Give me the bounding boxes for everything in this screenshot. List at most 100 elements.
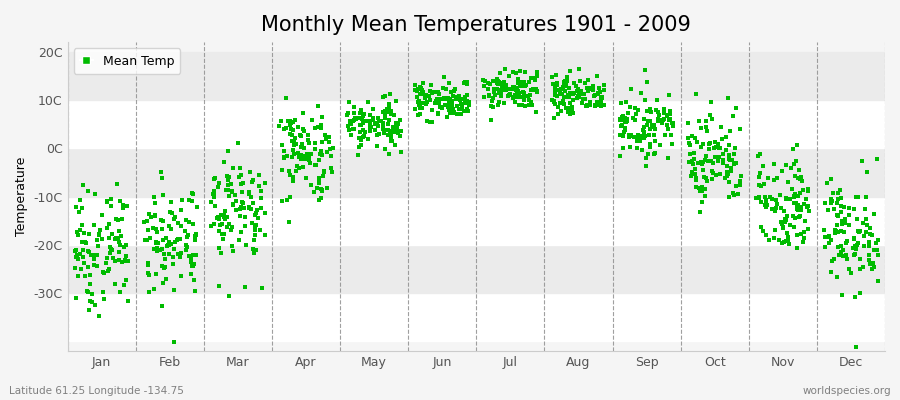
Point [80,288,94,294]
Point [77,230,92,236]
Point [432,91,446,97]
Point [312,157,327,163]
Point [235,199,249,206]
Point [112,288,127,295]
Point [69,229,84,236]
Point [87,252,102,258]
Point [831,212,845,219]
Point [163,208,177,215]
Point [574,88,589,94]
Point [142,272,157,278]
Point [162,242,176,249]
Point [234,204,248,210]
Point [412,102,427,108]
Point [662,92,676,98]
Point [862,256,877,263]
Point [351,152,365,158]
Point [723,128,737,134]
Point [700,178,715,184]
Point [653,142,668,149]
Point [156,262,170,269]
Point [634,135,649,142]
Point [378,111,392,117]
Point [572,94,587,100]
Point [756,162,770,169]
Point [642,132,656,138]
Point [80,248,94,254]
Point [687,150,701,156]
Point [186,260,201,267]
Point [704,158,718,164]
Point [527,77,542,83]
Point [254,188,268,194]
Point [517,90,531,96]
Point [211,183,225,190]
Point [787,200,801,206]
Point [824,198,839,204]
Point [828,227,842,234]
Point [720,163,734,170]
Point [685,133,699,140]
Point [276,154,291,161]
Point [147,246,161,252]
Point [158,264,172,271]
Point [616,117,630,124]
Point [637,115,652,122]
Point [683,142,698,148]
Point [528,109,543,115]
Point [364,124,378,130]
Point [374,118,388,124]
Point [627,117,642,124]
Point [712,145,726,152]
Point [295,144,310,151]
Point [688,90,703,97]
Point [147,245,161,252]
Point [580,102,595,108]
Point [780,230,795,236]
Point [789,244,804,251]
Point [246,246,260,252]
Point [247,250,261,256]
Point [285,174,300,180]
Point [773,192,788,198]
Point [121,203,135,209]
Point [853,266,868,272]
Point [318,132,332,138]
Point [419,92,434,98]
Point [727,192,742,198]
Point [381,132,395,138]
Point [731,191,745,197]
Point [573,90,588,97]
Point [564,108,579,114]
Point [410,94,424,100]
Point [764,196,778,202]
Point [778,216,792,222]
Point [248,227,262,234]
Point [760,175,775,181]
Point [643,118,657,124]
Point [226,200,240,207]
Point [769,205,783,212]
Point [615,122,629,128]
Point [103,250,117,256]
Point [491,98,506,105]
Point [308,162,322,168]
Point [187,233,202,240]
Point [313,124,328,131]
Point [778,219,792,226]
Point [789,200,804,207]
Point [138,236,152,243]
Point [783,196,797,202]
Point [452,92,466,99]
Point [512,90,526,96]
Point [352,115,366,121]
Point [724,165,738,171]
Point [476,77,491,83]
Point [615,123,629,130]
Point [378,93,392,99]
Point [662,111,677,117]
Point [507,84,521,90]
Point [317,168,331,174]
Point [284,194,298,200]
Point [788,192,802,199]
